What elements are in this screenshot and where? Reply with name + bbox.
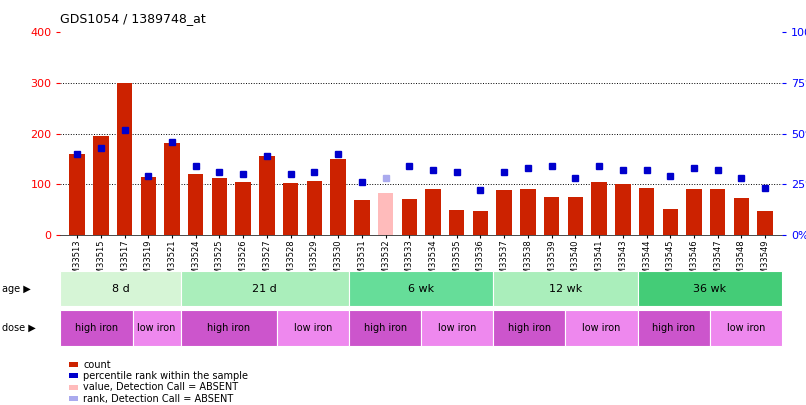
Bar [354,200,369,235]
Text: low iron: low iron [438,323,476,333]
Text: high iron: high iron [652,323,696,333]
Text: low iron: low iron [582,323,621,333]
Bar [260,156,275,235]
Text: dose ▶: dose ▶ [2,323,35,333]
Bar [212,178,227,235]
Bar [615,184,630,235]
Bar [544,197,559,235]
Bar [758,211,773,235]
Bar [639,188,654,235]
Bar [378,194,393,235]
Text: count: count [83,360,110,369]
Bar [117,83,132,235]
Bar [687,190,702,235]
Text: low iron: low iron [138,323,176,333]
Bar [306,181,322,235]
Text: 21 d: 21 d [252,284,277,294]
Text: low iron: low iron [293,323,332,333]
Bar [69,154,85,235]
Text: rank, Detection Call = ABSENT: rank, Detection Call = ABSENT [83,394,233,403]
Bar [567,197,583,235]
Bar [449,210,464,235]
Text: 36 wk: 36 wk [693,284,726,294]
Bar [93,136,109,235]
Text: high iron: high iron [364,323,407,333]
Bar [188,174,203,235]
Bar [473,211,488,235]
Bar [496,190,512,235]
Bar [733,198,750,235]
Text: 12 wk: 12 wk [549,284,582,294]
Text: high iron: high iron [75,323,118,333]
Text: age ▶: age ▶ [2,284,31,294]
Text: low iron: low iron [726,323,765,333]
Bar [235,182,251,235]
Text: percentile rank within the sample: percentile rank within the sample [83,371,248,381]
Text: high iron: high iron [207,323,251,333]
Bar [663,209,678,235]
Text: 6 wk: 6 wk [408,284,434,294]
Bar [592,182,607,235]
Bar [283,183,298,235]
Bar [710,190,725,235]
Bar [330,159,346,235]
Text: 8 d: 8 d [112,284,130,294]
Bar [401,200,417,235]
Text: value, Detection Call = ABSENT: value, Detection Call = ABSENT [83,382,238,392]
Bar [520,190,536,235]
Text: GDS1054 / 1389748_at: GDS1054 / 1389748_at [60,12,206,25]
Bar [164,143,180,235]
Bar [140,177,156,235]
Bar [426,190,441,235]
Text: high iron: high iron [508,323,551,333]
